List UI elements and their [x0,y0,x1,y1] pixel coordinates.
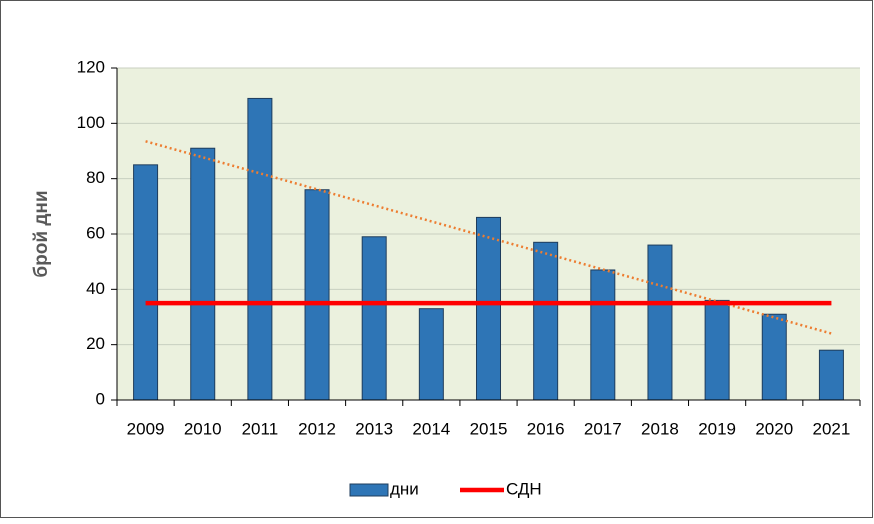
x-tick-label: 2018 [641,419,679,438]
x-tick-label: 2020 [755,419,793,438]
bar [761,313,787,401]
x-tick-label: 2013 [355,419,393,438]
x-tick-label: 2019 [698,419,736,438]
bar [475,216,502,401]
x-tick-label: 2010 [184,419,222,438]
bar [361,236,387,401]
y-axis-label: брой дни [31,190,52,277]
x-tick-label: 2012 [298,419,336,438]
x-tick-label: 2016 [527,419,565,438]
y-tick-label: 80 [86,168,105,187]
trendline [145,140,832,335]
bar [247,97,273,401]
y-tick-label: 20 [86,334,105,353]
x-tick-label: 2017 [584,419,622,438]
x-tick-label: 2009 [127,419,165,438]
bar [590,269,616,401]
y-tick-label: 120 [77,57,105,76]
bar [647,244,673,401]
bar [418,308,444,401]
bar [533,241,559,401]
y-tick-label: 100 [77,113,105,132]
x-tick-label: 2015 [470,419,508,438]
bar [818,349,844,401]
x-tick-label: 2011 [242,419,279,438]
legend-label: дни [390,479,419,498]
bar [190,147,216,401]
y-tick-label: 40 [86,279,105,298]
y-tick-label: 0 [96,389,105,408]
bar [704,299,730,401]
bar [304,189,330,401]
y-tick-label: 60 [86,223,105,242]
x-tick-label: 2014 [412,419,450,438]
legend-swatch [349,483,389,497]
bar [133,164,159,401]
legend-label: СДН [506,479,542,498]
x-tick-label: 2021 [813,419,851,438]
